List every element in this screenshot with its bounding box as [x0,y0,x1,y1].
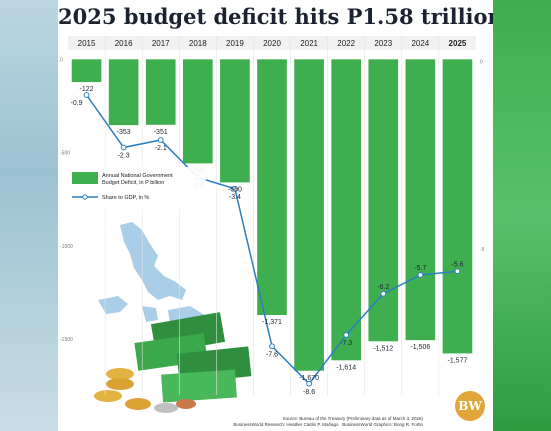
bar-value-label: -1,506 [410,344,430,351]
x-tick-label: 2024 [411,39,429,48]
bar-value-label: -1,371 [262,319,282,326]
x-tick-label: 2022 [337,39,355,48]
gdp-share-point [454,268,461,275]
gdp-share-label: -0.9 [71,100,83,107]
gdp-share-point [380,290,387,297]
deficit-bar [331,59,362,361]
chart-credits: Source: Bureau of the Treasury (Prelimin… [233,416,423,428]
year-header-row [68,36,476,50]
chart-title: 2025 budget deficit hits P1.58 trillion [58,4,493,29]
infographic-card: 2015 2016 2017 2018 2019 2020 2021 2022 2023 2024… [58,0,493,431]
gdp-share-point [232,185,238,192]
legend-line-marker [82,194,88,200]
gdp-share-point [120,144,127,151]
bar-value-label: -1,670 [299,375,319,382]
x-tick-label: 2020 [263,39,281,48]
bar-value-label: -1,577 [448,357,468,364]
businessworld-logo: BW [455,391,485,421]
deficit-bar [257,59,287,315]
x-tick-label: 2021 [300,39,318,48]
deficit-bar [442,59,473,354]
gdp-share-point [83,92,90,98]
gdp-share-label: -3.4 [229,194,241,201]
budget-deficit-chart: 2015 2016 2017 2018 2019 2020 2021 2022 2023 2024… [60,36,485,413]
right-axis-tick-label: 0 [480,59,483,65]
gdp-share-label: -7.3 [340,340,352,347]
right-axis-tick-label: -5 [480,247,485,253]
legend-bar-label-cont: Budget Deficit, in P billion [102,180,164,186]
x-tick-label: 2017 [152,39,170,48]
deficit-bar [368,59,399,342]
deficit-bar [182,59,213,164]
x-tick-label: 2018 [189,39,207,48]
gdp-share-point [417,272,424,278]
gdp-share-point [306,380,312,387]
gdp-share-point [157,137,164,143]
x-tick-label: 2023 [374,39,392,48]
bar-value-label: -660 [228,186,242,193]
gdp-share-label: -8.6 [303,389,315,396]
gdp-share-label: -7.6 [266,351,278,358]
left-axis-tick-label: -500 [60,151,70,157]
deficit-bar [294,59,324,371]
deficit-bar [108,59,139,126]
bar-value-label: -351 [154,129,168,136]
source-credit: Source: Bureau of the Treasury (Prelimin… [282,416,423,421]
x-tick-label: 2025 [449,39,467,48]
bar-value-label: -1,614 [336,364,356,371]
gdp-share-point [269,343,275,350]
gdp-share-label: -2.1 [155,145,167,152]
research-credit: BusinessWorld Research: Heather Caitlin … [233,422,339,427]
background-left [0,0,58,431]
gdp-share-label: -5.6 [451,261,463,268]
x-tick-label: 2016 [115,39,133,48]
gdp-share-label: -6.2 [377,284,389,291]
background-right [493,0,551,431]
legend-bar-swatch [72,172,98,184]
x-tick-label: 2019 [226,39,244,48]
legend-bar-label: Annual National Government [102,173,173,179]
bar-value-label: -1,512 [373,345,393,352]
graphics-credit: BusinessWorld Graphics: Bong R. Fortin [342,422,423,427]
gdp-share-label: -5.7 [414,265,426,272]
deficit-bar [145,59,176,125]
deficit-bar [220,59,250,183]
legend-line-label: Share to GDP, in % [102,195,149,201]
deficit-bar [405,59,436,341]
bar-value-label: -122 [80,86,94,93]
gdp-share-label: -2.3 [118,153,130,160]
money-stack-illustration [94,312,252,413]
left-axis-tick-label: -1000 [60,244,73,250]
left-axis-tick-label: -1500 [60,337,73,343]
bar-value-label: -353 [117,129,131,136]
left-axis-tick-label: 0 [60,57,63,63]
deficit-bar [71,59,102,83]
x-tick-label: 2015 [78,39,96,48]
gdp-share-point [343,332,350,338]
